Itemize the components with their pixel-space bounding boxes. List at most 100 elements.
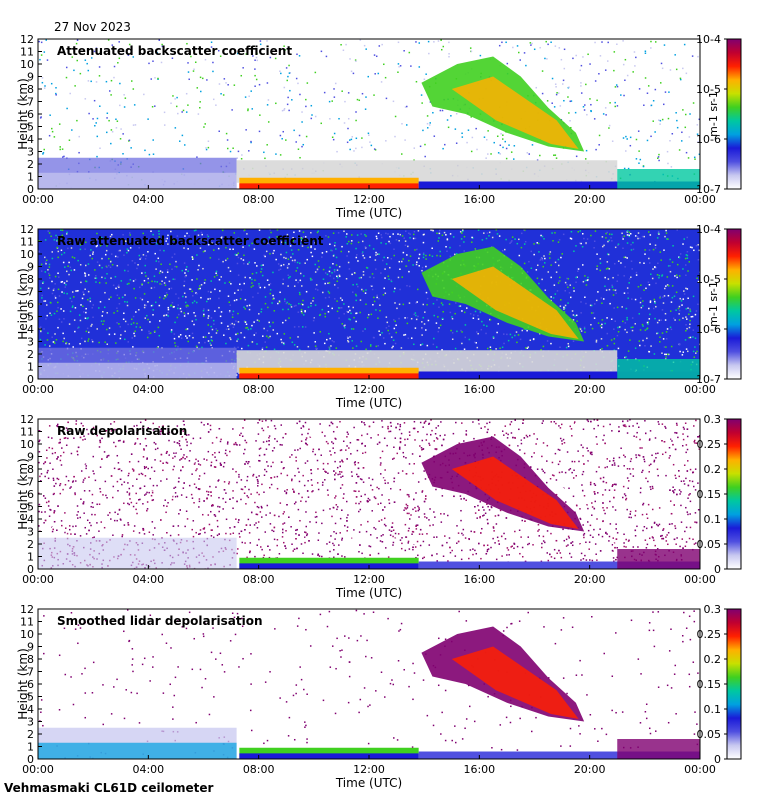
colorbar-tick-label: 10-7 (696, 183, 721, 196)
colorbar-tick-label: 0.05 (697, 728, 722, 741)
colorbar-tick-label: 10-7 (696, 373, 721, 386)
y-tick-label: 11 (20, 616, 34, 629)
y-tick-label: 4 (27, 703, 34, 716)
y-tick-label: 4 (27, 323, 34, 336)
colorbar-tick-label: 10-5 (696, 273, 721, 286)
y-tick-label: 12 (20, 223, 34, 236)
y-tick-label: 1 (27, 171, 34, 184)
colorbar-tick-label: 0.1 (704, 513, 722, 526)
y-axis-label: Height (km) (16, 78, 30, 149)
y-tick-label: 3 (27, 716, 34, 729)
panel-3-colorbar (726, 418, 742, 570)
x-tick-label: 08:00 (243, 573, 275, 586)
y-tick-label: 9 (27, 641, 34, 654)
colorbar-tick-label: 10-5 (696, 83, 721, 96)
instrument-label: Vehmasmaki CL61D ceilometer (4, 781, 214, 795)
x-tick-label: 08:00 (243, 193, 275, 206)
y-tick-label: 11 (20, 426, 34, 439)
panel-2-colorbar (726, 228, 742, 380)
x-tick-label: 12:00 (353, 383, 385, 396)
x-tick-label: 20:00 (574, 193, 606, 206)
x-tick-label: 08:00 (243, 383, 275, 396)
y-tick-label: 8 (27, 273, 34, 286)
y-tick-label: 11 (20, 46, 34, 59)
x-axis-label: Time (UTC) (335, 586, 402, 600)
y-tick-label: 6 (27, 298, 34, 311)
x-tick-label: 00:00 (684, 573, 716, 586)
y-tick-label: 5 (27, 311, 34, 324)
y-tick-label: 11 (20, 236, 34, 249)
y-tick-label: 12 (20, 603, 34, 616)
x-axis-label: Time (UTC) (335, 776, 402, 790)
x-tick-label: 20:00 (574, 573, 606, 586)
x-tick-label: 00:00 (22, 383, 54, 396)
panel-4-field (38, 609, 700, 759)
y-axis-label: Height (km) (16, 268, 30, 339)
panel-1-colorbar (726, 38, 742, 190)
colorbar-unit-label: m-1 sr-1 (707, 91, 720, 137)
panel-1-field (38, 39, 700, 189)
y-tick-label: 7 (27, 286, 34, 299)
y-tick-label: 3 (27, 336, 34, 349)
y-axis-label: Height (km) (16, 648, 30, 719)
colorbar-tick-label: 10-6 (696, 323, 721, 336)
y-tick-label: 1 (27, 551, 34, 564)
y-tick-label: 0 (27, 373, 34, 386)
y-tick-label: 7 (27, 96, 34, 109)
y-tick-label: 4 (27, 513, 34, 526)
panel-3-title: Raw depolarisation (57, 424, 187, 438)
colorbar-tick-label: 0 (714, 563, 721, 576)
colorbar-tick-label: 0.3 (704, 413, 722, 426)
colorbar-tick-label: 10-4 (696, 223, 721, 236)
y-tick-label: 5 (27, 501, 34, 514)
colorbar-tick-label: 0.15 (697, 488, 722, 501)
colorbar-tick-label: 0.2 (704, 653, 722, 666)
y-tick-label: 2 (27, 538, 34, 551)
x-tick-label: 16:00 (463, 193, 495, 206)
y-tick-label: 6 (27, 678, 34, 691)
y-tick-label: 0 (27, 563, 34, 576)
panel-2-field (38, 229, 700, 379)
x-axis-label: Time (UTC) (335, 206, 402, 220)
x-tick-label: 04:00 (132, 573, 164, 586)
x-tick-label: 12:00 (353, 763, 385, 776)
x-tick-label: 00:00 (684, 383, 716, 396)
x-tick-label: 00:00 (22, 573, 54, 586)
y-tick-label: 10 (20, 248, 34, 261)
y-tick-label: 12 (20, 413, 34, 426)
x-tick-label: 04:00 (132, 383, 164, 396)
y-tick-label: 8 (27, 653, 34, 666)
x-tick-label: 04:00 (132, 763, 164, 776)
y-tick-label: 3 (27, 526, 34, 539)
x-tick-label: 20:00 (574, 383, 606, 396)
colorbar-tick-label: 10-4 (696, 33, 721, 46)
y-tick-label: 2 (27, 728, 34, 741)
y-tick-label: 1 (27, 741, 34, 754)
y-tick-label: 6 (27, 108, 34, 121)
colorbar-tick-label: 0.25 (697, 628, 722, 641)
panel-3-field (38, 419, 700, 569)
y-tick-label: 6 (27, 488, 34, 501)
y-tick-label: 7 (27, 476, 34, 489)
colorbar-tick-label: 0.15 (697, 678, 722, 691)
y-tick-label: 12 (20, 33, 34, 46)
x-axis-label: Time (UTC) (335, 396, 402, 410)
x-tick-label: 12:00 (353, 573, 385, 586)
panel-4-colorbar (726, 608, 742, 760)
y-tick-label: 0 (27, 183, 34, 196)
colorbar-tick-label: 0.05 (697, 538, 722, 551)
panel-4-title: Smoothed lidar depolarisation (57, 614, 263, 628)
y-tick-label: 2 (27, 158, 34, 171)
colorbar-tick-label: 0.1 (704, 703, 722, 716)
colorbar-tick-label: 10-6 (696, 133, 721, 146)
colorbar-tick-label: 0.3 (704, 603, 722, 616)
x-tick-label: 20:00 (574, 763, 606, 776)
colorbar-tick-label: 0.2 (704, 463, 722, 476)
x-tick-label: 00:00 (684, 193, 716, 206)
y-axis-label: Height (km) (16, 458, 30, 529)
colorbar-tick-label: 0.25 (697, 438, 722, 451)
y-tick-label: 7 (27, 666, 34, 679)
y-tick-label: 3 (27, 146, 34, 159)
